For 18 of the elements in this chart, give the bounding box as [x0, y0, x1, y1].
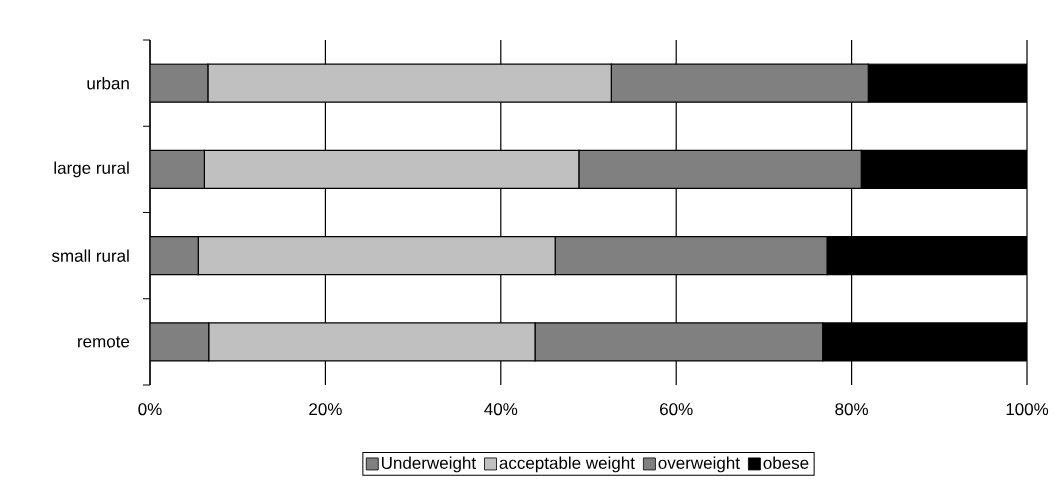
bar: [150, 149, 205, 189]
x-tick-label: 60%: [660, 403, 693, 416]
x-tick-label: 40%: [484, 403, 518, 416]
bar: [150, 236, 199, 276]
y-tick-label: urban: [87, 76, 129, 90]
x-tick-label: 100%: [1006, 403, 1049, 416]
y-tick-label: small rural: [51, 249, 129, 262]
legend-label: acceptable weight: [499, 456, 635, 473]
x-tick-label: 20%: [309, 403, 342, 416]
x-tick-label: 80%: [835, 403, 868, 416]
legend-label: overweight: [658, 456, 740, 473]
x-tick-label: 0%: [138, 403, 162, 416]
legend-label: Underweight: [381, 456, 476, 473]
legend-label: obese: [763, 456, 809, 469]
y-tick-label: large rural: [54, 161, 129, 178]
bar: [150, 322, 210, 362]
bar: [150, 63, 209, 103]
y-tick-label: remote: [78, 336, 130, 348]
